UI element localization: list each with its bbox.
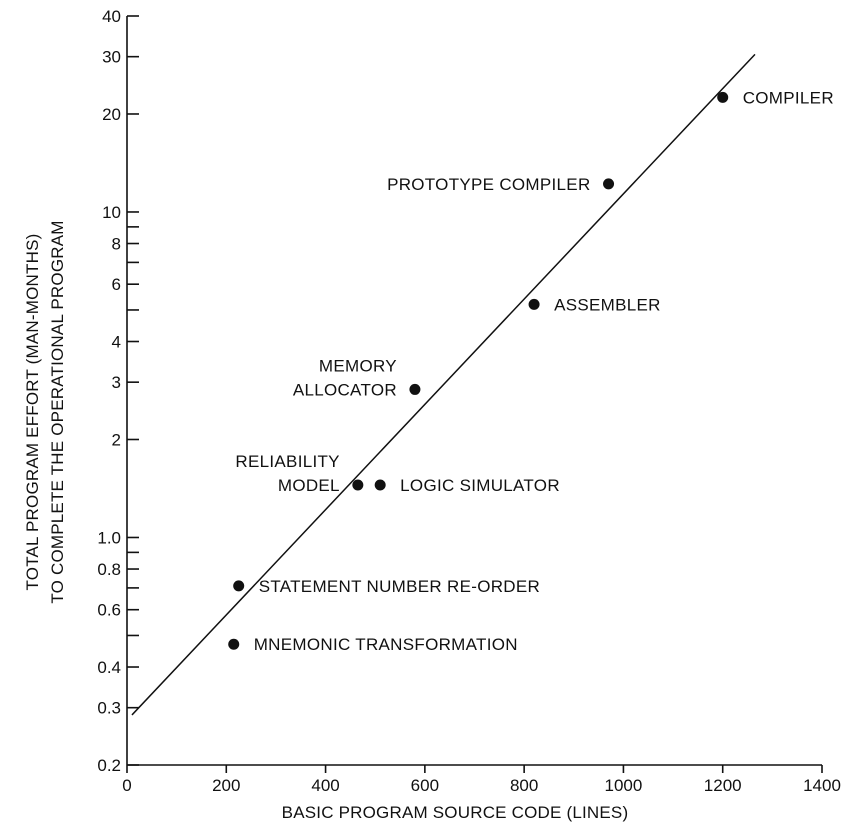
data-point-label: ASSEMBLER — [554, 295, 661, 314]
data-point — [528, 298, 540, 310]
trend-line — [131, 53, 756, 716]
data-point — [233, 580, 245, 592]
x-tick-label: 0 — [122, 776, 131, 795]
data-point — [228, 638, 240, 650]
y-tick-label: 0.4 — [97, 658, 121, 677]
data-point-label: PROTOTYPE COMPILER — [387, 175, 590, 194]
axes: 0 200 400 600 800 1000 1200 1400 0.2 0.3 0.4 0.6 0.8… — [97, 7, 841, 795]
y-tick-label: 10 — [102, 203, 121, 222]
data-point-label: ALLOCATOR — [293, 380, 397, 399]
x-tick-label: 1400 — [803, 776, 841, 795]
y-tick-label: 20 — [102, 105, 121, 124]
data-point — [352, 479, 364, 491]
data-point-label: COMPILER — [743, 88, 834, 107]
data-point-label: LOGIC SIMULATOR — [400, 476, 560, 495]
x-tick-label: 1000 — [605, 776, 643, 795]
data-point-label: RELIABILITY — [235, 452, 339, 471]
data-point-label: MODEL — [278, 476, 340, 495]
x-tick-label: 200 — [212, 776, 240, 795]
y-tick-label: 30 — [102, 48, 121, 67]
data-point — [603, 178, 615, 190]
data-point — [374, 479, 386, 491]
x-axis-label: BASIC PROGRAM SOURCE CODE (LINES) — [282, 803, 629, 822]
y-tick-label: 0.8 — [97, 560, 121, 579]
y-axis-label-line-2: TO COMPLETE THE OPERATIONAL PROGRAM — [48, 220, 67, 603]
y-tick-label: 4 — [112, 333, 121, 352]
x-tick-label: 400 — [311, 776, 339, 795]
x-tick-label: 1200 — [704, 776, 742, 795]
data-point — [717, 91, 729, 103]
data-point-label: STATEMENT NUMBER RE-ORDER — [259, 577, 540, 596]
y-tick-label: 0.3 — [97, 699, 121, 718]
y-axis-label-line-1: TOTAL PROGRAM EFFORT (MAN-MONTHS) — [23, 234, 42, 591]
data-point-label: MNEMONIC TRANSFORMATION — [254, 635, 518, 654]
trend-line-group — [131, 53, 756, 716]
y-tick-label: 0.2 — [97, 756, 121, 775]
x-tick-label: 800 — [510, 776, 538, 795]
y-tick-label: 8 — [112, 235, 121, 254]
x-tick-label: 600 — [411, 776, 439, 795]
y-tick-label: 6 — [112, 275, 121, 294]
y-tick-label: 1.0 — [97, 528, 121, 547]
y-tick-label: 0.6 — [97, 601, 121, 620]
data-points: COMPILER PROTOTYPE COMPILER ASSEMBLER MEMOR… — [228, 88, 834, 654]
data-point-label: MEMORY — [319, 356, 397, 375]
data-point — [409, 383, 421, 395]
y-tick-label: 3 — [112, 373, 121, 392]
y-tick-label: 40 — [102, 7, 121, 26]
y-tick-label: 2 — [112, 430, 121, 449]
